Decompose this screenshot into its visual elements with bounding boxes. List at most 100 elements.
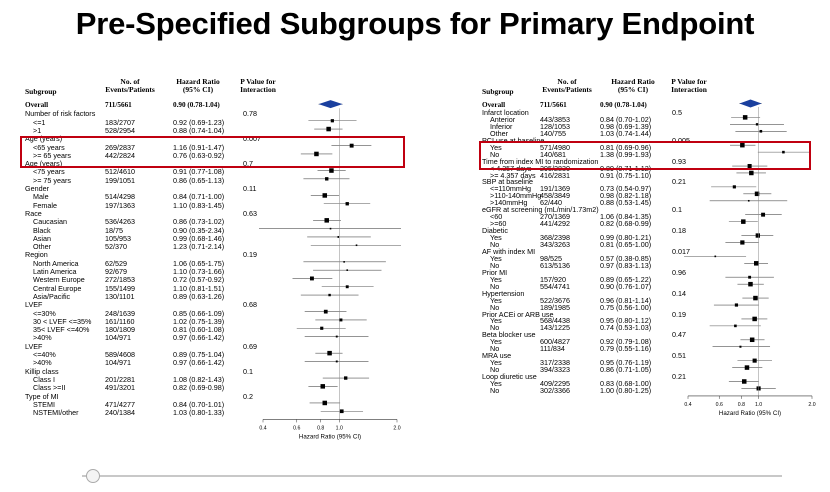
hr-marker [782, 150, 785, 154]
subgroup-label: Gender [25, 184, 49, 193]
hr-cell: 0.90 (0.76-1.07) [600, 281, 652, 291]
hr-marker [739, 345, 742, 348]
presentation-progress-track[interactable] [82, 475, 782, 477]
subgroup-label: LVEF [25, 341, 43, 351]
events-cell: 104/971 [105, 333, 131, 343]
hr-cell: 0.88 (0.53-1.45) [600, 198, 652, 208]
hr-cell: 1.08 (0.82-1.43) [173, 374, 225, 384]
hr-cell: 0.82 (0.68-0.99) [600, 219, 652, 229]
hr-cell: 0.75 (0.56-1.00) [600, 302, 652, 312]
x-tick-label: 2.0 [808, 402, 815, 408]
hr-cell: 0.81 (0.60-1.08) [173, 325, 225, 335]
header-hr: Hazard Ratio (95% CI) [176, 77, 220, 94]
hr-marker [324, 218, 329, 223]
subgroup-label: AF with index MI [482, 246, 536, 256]
events-cell: 471/4277 [105, 399, 135, 409]
hr-marker [753, 261, 759, 266]
p-value-cell: 0.21 [672, 372, 686, 382]
header-p: P Value for Interaction [240, 77, 276, 94]
hr-cell: 0.99 (0.68-1.46) [173, 233, 225, 243]
hr-marker [761, 212, 766, 217]
subgroup-label: Yes [490, 358, 502, 368]
events-cell: 272/1853 [105, 275, 135, 285]
subgroup-label: Male [33, 192, 49, 202]
subgroup-label: Region [25, 250, 48, 260]
events-cell: 269/2837 [105, 142, 135, 152]
events-cell: 514/4298 [105, 192, 135, 202]
hr-marker [734, 303, 739, 307]
hr-marker [747, 199, 750, 202]
hr-marker [337, 235, 340, 238]
p-value-cell: 0.19 [243, 250, 257, 260]
subgroup-label: Other [490, 128, 508, 138]
subgroup-label: No [490, 385, 500, 395]
hr-marker [346, 269, 349, 271]
subgroup-label: Central Europe [33, 283, 82, 293]
subgroup-label: No [490, 365, 500, 375]
hr-marker [325, 177, 329, 181]
hr-cell: 1.10 (0.73-1.66) [173, 267, 225, 276]
events-cell: 180/1809 [105, 325, 135, 335]
hr-cell: 0.84 (0.70-1.01) [173, 399, 225, 409]
hr-cell: 0.91 (0.77-1.08) [173, 167, 225, 177]
events-cell: 92/679 [105, 267, 127, 276]
hr-marker [326, 126, 331, 132]
subgroup-label: Overall [482, 101, 506, 109]
subgroup-label: No [490, 260, 500, 270]
hr-marker [345, 202, 349, 206]
hr-cell: 0.57 (0.38-0.85) [600, 253, 652, 263]
subgroup-label: <=30% [33, 308, 56, 318]
events-cell: 568/4438 [540, 316, 570, 326]
events-cell: 183/2707 [105, 117, 135, 127]
header-p: P Value for Interaction [671, 77, 707, 94]
subgroup-label: Beta blocker use [482, 330, 536, 340]
x-tick-label: 0.4 [684, 402, 691, 408]
hr-cell: 0.97 (0.66-1.42) [173, 333, 225, 343]
subgroup-label: >140mmHg [490, 198, 528, 208]
events-cell: 161/1160 [105, 316, 135, 326]
p-value-cell: 0.93 [672, 156, 686, 166]
hr-cell: 1.16 (0.91-1.47) [173, 142, 225, 152]
hr-cell: 0.98 (0.69-1.39) [600, 121, 652, 131]
subgroup-label: No [490, 323, 500, 333]
hr-marker [734, 324, 737, 328]
x-axis-label: Hazard Ratio (95% CI) [719, 410, 781, 417]
x-tick-label: 1.0 [336, 425, 343, 431]
events-cell: 248/1639 [105, 308, 135, 318]
hr-marker [349, 143, 354, 148]
events-cell: 441/4292 [540, 219, 570, 229]
header-subgroup: Subgroup [482, 87, 514, 96]
subgroup-label: Class I [33, 374, 55, 384]
hr-cell: 1.10 (0.81-1.51) [173, 283, 225, 293]
hr-marker [355, 244, 358, 247]
hr-marker [742, 115, 748, 120]
subgroup-label: <60 [490, 212, 503, 222]
hr-cell: 0.86 (0.73-1.02) [173, 217, 225, 227]
subgroup-label: Western Europe [33, 275, 85, 285]
hr-marker [741, 219, 746, 224]
subgroup-label: Age (years) [25, 134, 63, 144]
events-cell: 62/440 [540, 198, 562, 208]
events-cell: 442/2824 [105, 150, 135, 160]
events-cell: 711/5661 [540, 101, 567, 109]
subgroup-label: Class >=II [33, 383, 66, 393]
events-cell: 458/3849 [540, 191, 570, 201]
subgroup-label: No [490, 240, 500, 249]
forest-table-right: Subgroup No. of Events/Patients Hazard R… [482, 70, 822, 460]
presentation-progress-knob[interactable] [86, 469, 100, 483]
subgroup-label: Latin America [33, 267, 77, 276]
subgroup-label: Prior ACEi or ARB use [482, 309, 554, 319]
p-value-cell: 0.7 [243, 159, 253, 169]
hr-marker [755, 123, 759, 126]
hr-marker [335, 335, 338, 338]
hr-marker [322, 400, 328, 406]
events-cell: 155/1499 [105, 283, 135, 293]
hr-cell: 0.86 (0.71-1.05) [600, 365, 652, 375]
subgroup-label: No [490, 302, 500, 312]
subgroup-label: Number of risk factors [25, 109, 96, 119]
hr-cell: 0.81 (0.69-0.96) [600, 142, 652, 152]
events-cell: 189/1985 [540, 302, 570, 312]
subgroup-label: Caucasian [33, 217, 67, 227]
hr-cell: 1.10 (0.83-1.45) [173, 200, 225, 210]
subgroup-label: Overall [25, 101, 49, 109]
